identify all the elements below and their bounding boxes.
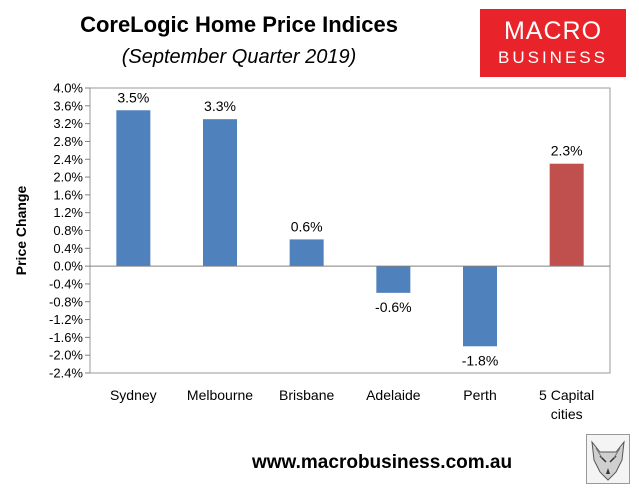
y-tick-label: 0.8% <box>53 223 83 238</box>
bar-adelaide <box>376 266 411 293</box>
bar-brisbane <box>289 239 324 267</box>
y-tick-label: 1.6% <box>53 187 83 202</box>
bar-chart: 4.0% 3.6% 3.2% 2.8% 2.4% 2.0% 1.6% 1.2% 0.8% 0.4%… <box>13 81 611 422</box>
y-tick-label: 0.0% <box>53 259 83 274</box>
y-tick-label: -0.8% <box>49 294 83 309</box>
data-label: 0.6% <box>291 218 323 234</box>
plot-area: 4.0% 3.6% 3.2% 2.8% 2.4% 2.0% 1.6% 1.2% 0.8% 0.4%… <box>13 81 611 422</box>
bar-5-capital-cities <box>549 163 584 267</box>
chart-title: CoreLogic Home Price Indices <box>80 12 398 37</box>
y-tick-label: 0.4% <box>53 241 83 256</box>
bar-melbourne <box>203 119 237 267</box>
x-tick-label: Brisbane <box>279 387 334 403</box>
data-label: -1.8% <box>462 352 499 368</box>
y-tick-label: 4.0% <box>53 81 83 96</box>
x-tick-label: Sydney <box>110 387 157 403</box>
logo-line-1: MACRO <box>503 17 603 45</box>
chart-subtitle: (September Quarter 2019) <box>121 46 357 68</box>
data-label: -0.6% <box>375 299 412 315</box>
x-tick-label: 5 Capital cities <box>539 387 594 422</box>
y-tick-label: 2.4% <box>53 152 83 167</box>
y-tick-label: 3.2% <box>53 116 83 131</box>
data-label: 3.5% <box>117 89 149 105</box>
logo-line-2: BUSINESS <box>498 48 608 67</box>
y-tick-label: 2.8% <box>53 134 83 149</box>
y-tick-label: -0.4% <box>49 276 83 291</box>
macrobusiness-logo: MACRO BUSINESS <box>480 9 626 77</box>
bar-sydney <box>116 110 151 267</box>
y-tick-label: -2.0% <box>49 348 83 363</box>
fox-icon <box>586 434 630 484</box>
y-tick-label: 2.0% <box>53 170 83 185</box>
y-tick-label: -1.2% <box>49 312 83 327</box>
footer-url: www.macrobusiness.com.au <box>252 452 513 473</box>
bar-perth <box>463 266 497 347</box>
y-tick-label: -1.6% <box>49 330 83 345</box>
x-tick-label: Adelaide <box>366 387 421 403</box>
x-tick-label: Melbourne <box>187 387 253 403</box>
y-tick-label: 1.2% <box>53 205 83 220</box>
y-tick-label: 3.6% <box>53 98 83 113</box>
x-tick-label: Perth <box>463 387 496 403</box>
y-tick-label: -2.4% <box>49 366 83 381</box>
data-label: 2.3% <box>551 143 583 159</box>
y-axis-label: Price Change <box>13 186 29 276</box>
plot-border <box>89 87 611 374</box>
data-label: 3.3% <box>204 98 236 114</box>
